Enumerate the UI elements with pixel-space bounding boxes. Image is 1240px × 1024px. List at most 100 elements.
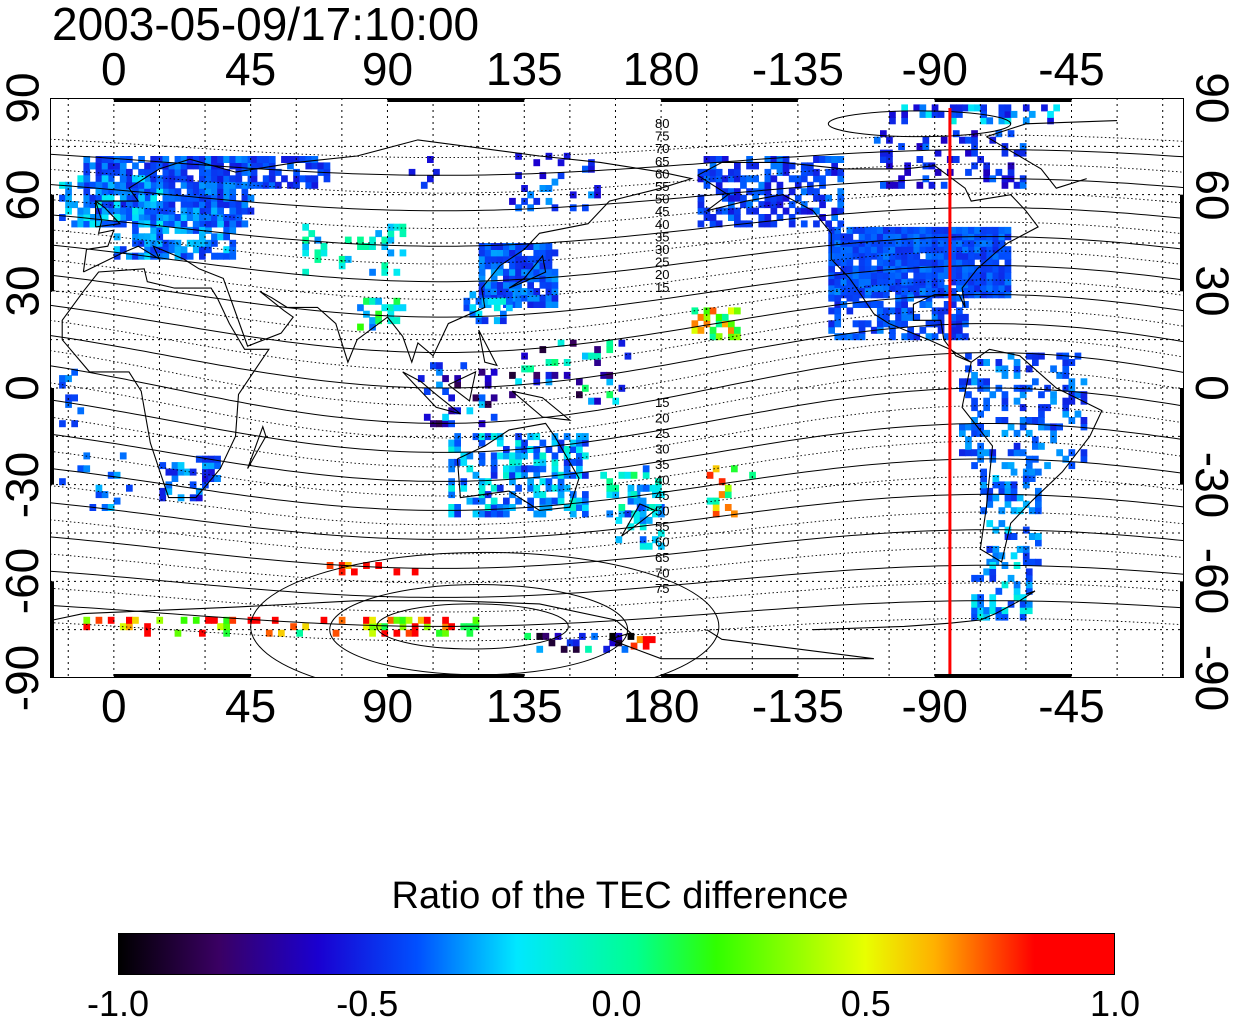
tec-cell (195, 487, 203, 495)
tec-cell (250, 156, 258, 163)
tec-cell (642, 465, 650, 473)
tec-cell (776, 168, 784, 176)
tec-cell (728, 333, 735, 341)
tec-cell (788, 201, 796, 209)
tec-cell (1022, 500, 1030, 508)
tec-cell (715, 181, 723, 189)
tec-cell (159, 462, 167, 470)
tec-cell (95, 162, 103, 170)
tec-cell (1013, 581, 1021, 589)
tec-cell (971, 378, 978, 386)
tec-cell (515, 484, 522, 492)
colorbar-tick: 1.0 (1089, 983, 1141, 1024)
tec-cell (539, 243, 547, 250)
tec-cell (101, 201, 109, 209)
tec-cell (627, 523, 635, 531)
coastline (247, 425, 267, 469)
tec-cell (107, 220, 115, 228)
tec-cell (962, 313, 969, 321)
tec-cell (569, 471, 577, 479)
mlat-contour (50, 178, 1184, 212)
mlat-contour (50, 163, 1184, 194)
tec-cell (1035, 500, 1042, 508)
tec-cell (241, 220, 249, 228)
tec-cell (59, 478, 66, 486)
tec-cell (1035, 539, 1042, 547)
mlat-contour (50, 265, 1184, 318)
tec-cell (907, 252, 914, 260)
tec-cell (579, 632, 586, 640)
tec-cell (478, 268, 486, 276)
tec-cell (484, 243, 492, 250)
tec-cell (980, 239, 987, 247)
tec-cell (448, 407, 455, 415)
tec-cell (624, 352, 632, 360)
tec-cell (582, 452, 589, 460)
contour-label: 50 (655, 504, 669, 519)
tec-cell (825, 168, 832, 176)
tec-cell (904, 162, 911, 170)
tec-cell (983, 359, 990, 366)
tec-cell (83, 188, 91, 196)
tec-cell (852, 284, 860, 292)
tec-cell (515, 294, 522, 302)
tec-cell (1001, 391, 1009, 399)
tec-cell (937, 313, 945, 321)
tec-cell (113, 156, 121, 163)
colorbar-title: Ratio of the TEC difference (391, 875, 849, 917)
mlat-contour (50, 149, 1184, 176)
tec-cell (907, 239, 914, 247)
tec-cell (840, 333, 848, 341)
mlat-contour (50, 279, 1184, 336)
tec-cell (992, 239, 1000, 247)
tec-cell (150, 162, 157, 170)
tec-cell (515, 465, 522, 473)
tec-cell (642, 484, 650, 492)
tec-cell (837, 207, 845, 215)
tec-cell (992, 545, 1000, 553)
tec-cell (1038, 352, 1045, 360)
tec-cell (496, 504, 504, 511)
tec-cell (1016, 494, 1024, 502)
tec-cell (241, 168, 249, 176)
tec-cell (223, 616, 230, 624)
tec-cell (1013, 181, 1021, 189)
tec-cell (199, 207, 206, 215)
tec-cell (515, 255, 522, 263)
tec-cell (490, 275, 498, 283)
tec-cell (101, 214, 109, 221)
tec-cell (375, 297, 382, 305)
tec-cell (144, 220, 151, 228)
tec-cell (381, 623, 389, 631)
tec-cell (545, 255, 553, 263)
tec-cell (828, 326, 835, 334)
tec-cell (606, 391, 614, 399)
tec-cell (1056, 423, 1063, 431)
tec-cell (1025, 587, 1033, 595)
tec-cell (496, 281, 504, 289)
tec-cell (144, 246, 151, 254)
tec-cell (989, 600, 997, 608)
tec-cell (113, 201, 121, 209)
tec-cell (1028, 533, 1036, 540)
tec-cell (533, 301, 541, 308)
tec-cell (138, 168, 145, 176)
tec-cell (503, 452, 510, 460)
tec-cell (940, 136, 948, 144)
tec-cell (296, 629, 303, 637)
tec-cell (980, 468, 987, 476)
tec-cell (949, 226, 957, 234)
tec-cell (898, 181, 905, 189)
tec-cell (1062, 359, 1070, 366)
tec-cell (229, 214, 237, 221)
colorbar-tick: 0.0 (591, 983, 642, 1024)
tec-cell (521, 262, 528, 270)
tec-cell (1013, 442, 1021, 450)
tec-cell (721, 313, 729, 321)
coastline (52, 600, 874, 660)
tec-cell (1074, 410, 1082, 418)
tec-cell (943, 239, 951, 247)
tec-cell (971, 417, 978, 424)
tec-cell (588, 159, 595, 167)
tec-cell (484, 249, 492, 257)
